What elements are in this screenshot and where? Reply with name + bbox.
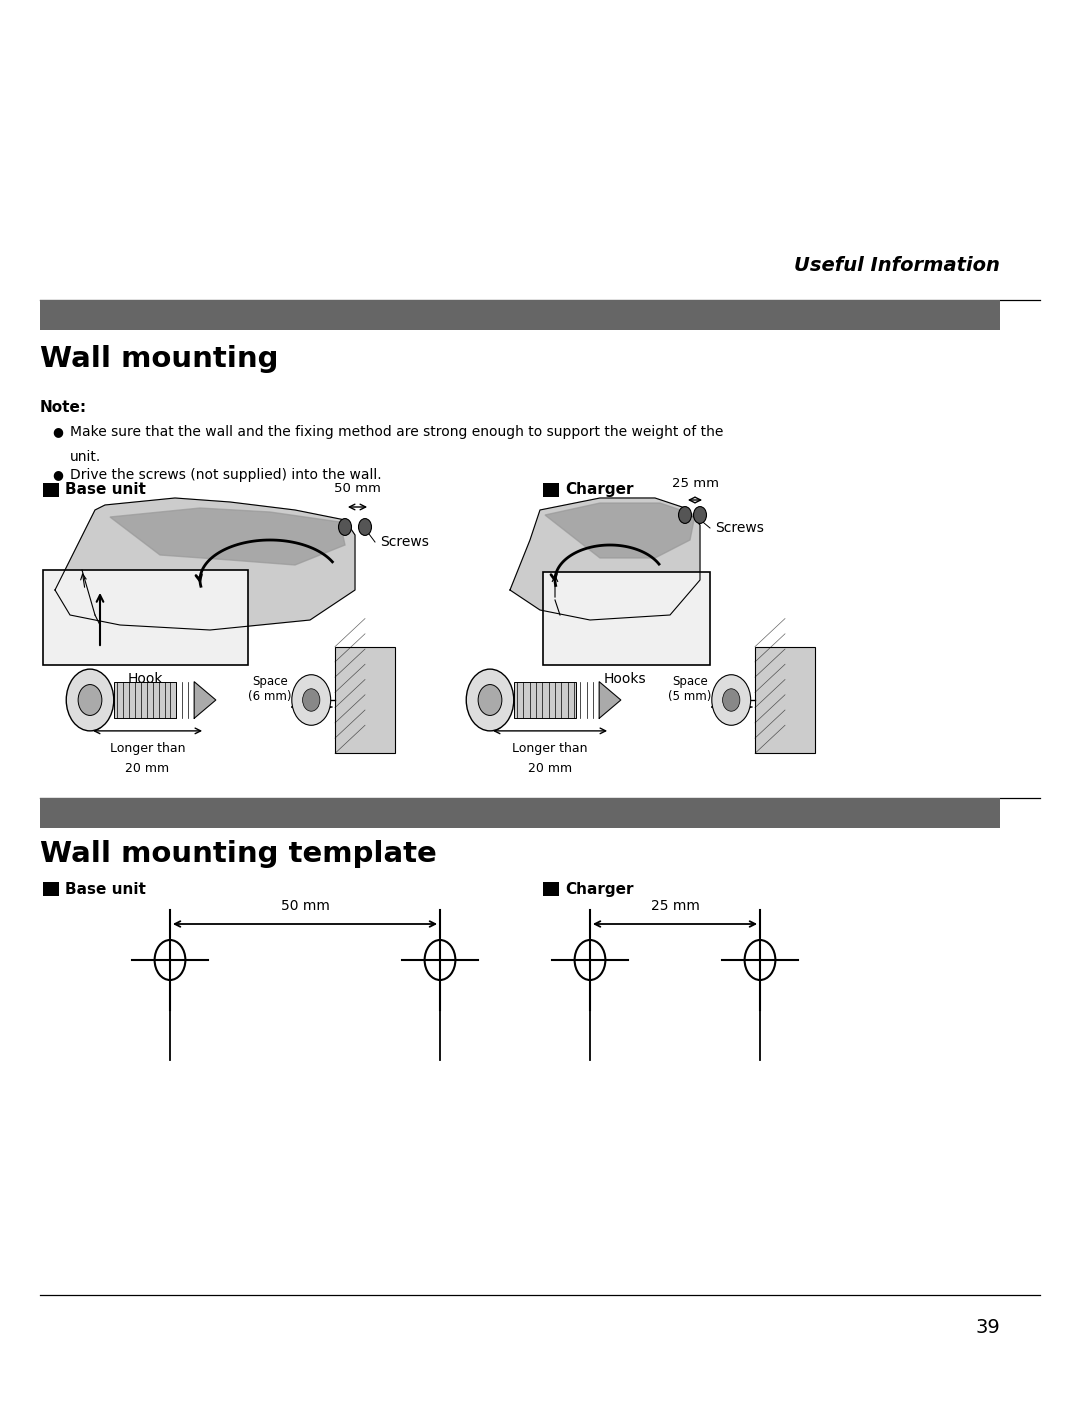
Text: Screws: Screws [380,535,429,549]
Text: Useful Information: Useful Information [794,256,1000,275]
FancyBboxPatch shape [514,682,577,719]
Text: Drive the screws (not supplied) into the wall.: Drive the screws (not supplied) into the… [70,468,381,482]
Text: Longer than: Longer than [110,743,186,755]
Polygon shape [55,498,355,630]
FancyBboxPatch shape [113,682,176,719]
Polygon shape [599,682,621,719]
Text: Base unit: Base unit [65,882,146,897]
Text: Longer than: Longer than [512,743,588,755]
Circle shape [66,670,113,731]
Text: Make sure that the wall and the fixing method are strong enough to support the w: Make sure that the wall and the fixing m… [70,425,724,439]
Circle shape [292,675,330,726]
Text: 20 mm: 20 mm [125,762,170,775]
Polygon shape [194,682,216,719]
Bar [43,483,59,497]
Text: 25 mm: 25 mm [672,477,718,490]
Text: Base unit: Base unit [65,483,146,497]
Polygon shape [110,508,345,564]
Text: 50 mm: 50 mm [334,482,381,496]
Circle shape [302,689,320,712]
FancyBboxPatch shape [755,647,815,754]
Circle shape [712,675,751,726]
Polygon shape [545,503,696,557]
Text: 25 mm: 25 mm [650,899,700,913]
Text: Charger: Charger [565,882,634,897]
Text: 39: 39 [975,1318,1000,1337]
Bar [40,300,1000,330]
Text: Note:: Note: [40,400,87,416]
Bar [43,882,59,896]
Circle shape [78,685,102,716]
Text: Screws: Screws [715,521,764,535]
Text: Wall mounting: Wall mounting [40,345,279,373]
Text: Hooks: Hooks [604,673,646,687]
Circle shape [359,518,372,535]
Text: Wall mounting template: Wall mounting template [40,840,436,868]
Text: ●: ● [52,468,63,482]
Text: Space
(5 mm): Space (5 mm) [669,675,712,703]
Circle shape [338,518,351,535]
Circle shape [678,507,691,524]
Bar [543,882,559,896]
Text: unit.: unit. [70,451,102,463]
FancyBboxPatch shape [43,570,248,665]
Bar [543,483,559,497]
FancyBboxPatch shape [335,647,395,754]
Polygon shape [510,498,700,621]
Circle shape [467,670,514,731]
Circle shape [478,685,502,716]
Circle shape [723,689,740,712]
Text: Hook: Hook [127,673,163,687]
Text: ●: ● [52,425,63,438]
Text: Space
(6 mm): Space (6 mm) [248,675,292,703]
Text: 50 mm: 50 mm [281,899,329,913]
Circle shape [693,507,706,524]
Text: Charger: Charger [565,483,634,497]
Bar [40,797,1000,828]
Text: 20 mm: 20 mm [528,762,572,775]
FancyBboxPatch shape [543,571,710,665]
